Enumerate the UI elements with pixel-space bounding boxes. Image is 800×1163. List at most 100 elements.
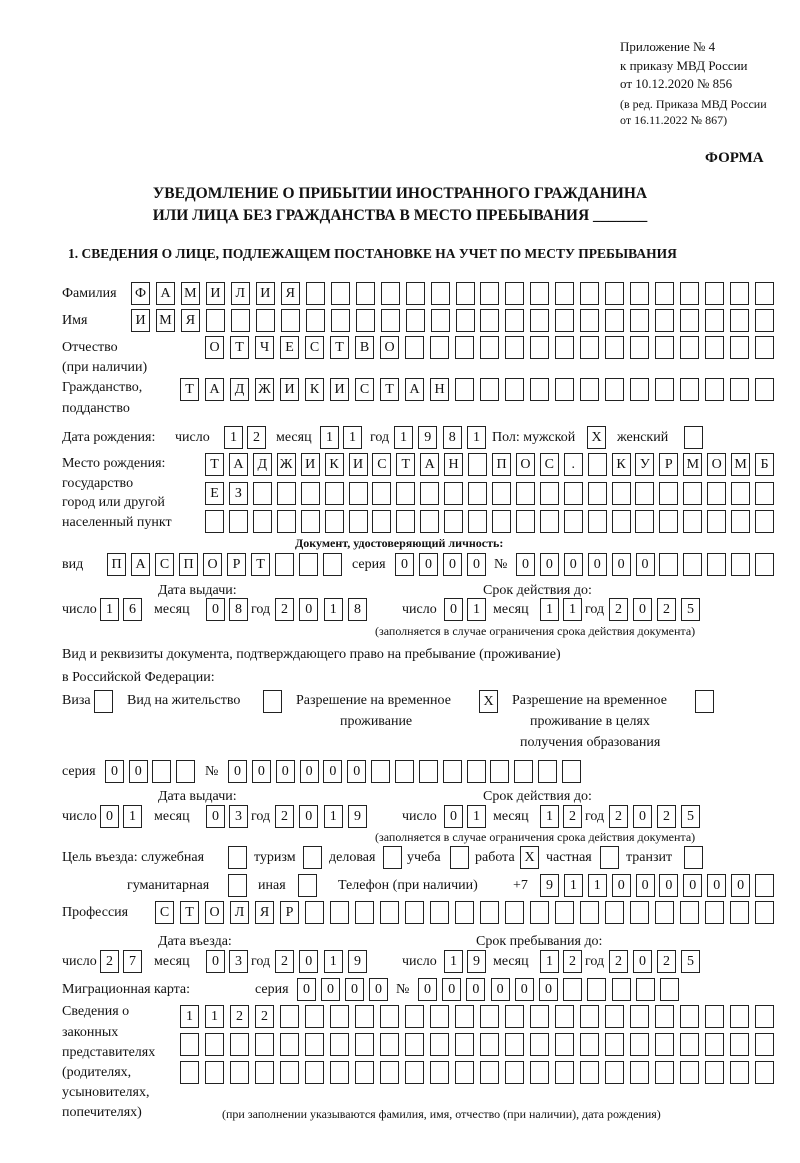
char-cell[interactable]	[630, 901, 649, 924]
char-cell[interactable]	[555, 282, 575, 305]
char-cell[interactable]	[492, 510, 511, 533]
char-cell[interactable]: В	[355, 336, 374, 359]
char-cell[interactable]	[430, 901, 449, 924]
char-cell[interactable]	[505, 378, 524, 401]
char-cell[interactable]	[348, 482, 368, 505]
char-cell[interactable]	[730, 1005, 749, 1028]
char-cell[interactable]: А	[405, 378, 424, 401]
char-cell[interactable]: З	[228, 482, 248, 505]
char-cell[interactable]	[330, 1061, 349, 1084]
char-cell[interactable]: А	[228, 453, 248, 476]
char-cell[interactable]	[480, 1033, 499, 1056]
char-cell[interactable]	[530, 1061, 549, 1084]
char-cell[interactable]	[655, 901, 674, 924]
char-cell[interactable]: Т	[205, 453, 224, 476]
char-cell[interactable]: 0	[321, 978, 340, 1001]
char-cell[interactable]: И	[280, 378, 299, 401]
char-cell[interactable]	[655, 378, 674, 401]
char-cell[interactable]	[480, 1061, 499, 1084]
char-cell[interactable]	[444, 482, 464, 505]
char-cell[interactable]	[563, 482, 583, 505]
char-cell[interactable]: 0	[635, 874, 655, 897]
char-cell[interactable]: С	[305, 336, 324, 359]
char-cell[interactable]	[655, 282, 675, 305]
char-cell[interactable]	[176, 760, 195, 783]
char-cell[interactable]	[680, 282, 700, 305]
char-cell[interactable]: 2	[100, 950, 119, 973]
char-cell[interactable]	[455, 1005, 474, 1028]
char-cell[interactable]: 0	[683, 874, 703, 897]
char-cell[interactable]	[330, 1005, 349, 1028]
char-cell[interactable]	[580, 309, 600, 332]
char-cell[interactable]: 8	[348, 598, 367, 621]
char-cell[interactable]	[605, 1005, 624, 1028]
char-cell[interactable]: 0	[369, 978, 388, 1001]
char-cell[interactable]	[372, 482, 392, 505]
char-cell[interactable]	[611, 482, 631, 505]
char-cell[interactable]	[505, 282, 525, 305]
char-cell[interactable]: 2	[657, 805, 676, 828]
char-cell[interactable]: А	[131, 553, 150, 576]
char-cell[interactable]	[605, 1061, 624, 1084]
char-cell[interactable]	[705, 309, 725, 332]
char-cell[interactable]: 0	[633, 950, 652, 973]
char-cell[interactable]	[755, 1061, 774, 1084]
char-cell[interactable]: 3	[229, 950, 248, 973]
char-cell[interactable]	[705, 1005, 724, 1028]
char-cell[interactable]	[444, 510, 464, 533]
char-cell[interactable]	[505, 309, 525, 332]
char-cell[interactable]: 5	[681, 805, 700, 828]
char-cell[interactable]	[396, 510, 416, 533]
char-cell[interactable]	[630, 378, 649, 401]
char-cell[interactable]	[655, 336, 674, 359]
char-cell[interactable]: 0	[466, 978, 486, 1001]
char-cell[interactable]: Н	[444, 453, 464, 476]
char-cell[interactable]	[324, 482, 344, 505]
char-cell[interactable]: 0	[100, 805, 119, 828]
char-cell[interactable]	[455, 901, 474, 924]
checkbox-cell[interactable]	[600, 846, 619, 869]
char-cell[interactable]	[252, 482, 272, 505]
char-cell[interactable]	[683, 510, 703, 533]
char-cell[interactable]: 1	[444, 950, 463, 973]
char-cell[interactable]	[530, 336, 549, 359]
char-cell[interactable]: Я	[280, 282, 300, 305]
char-cell[interactable]	[405, 1005, 424, 1028]
char-cell[interactable]	[680, 309, 700, 332]
char-cell[interactable]	[300, 510, 320, 533]
char-cell[interactable]: М	[683, 453, 703, 476]
char-cell[interactable]: 1	[123, 805, 142, 828]
char-cell[interactable]	[355, 1005, 374, 1028]
char-cell[interactable]	[605, 309, 625, 332]
char-cell[interactable]	[660, 978, 679, 1001]
char-cell[interactable]: 9	[540, 874, 559, 897]
char-cell[interactable]: 9	[348, 950, 367, 973]
char-cell[interactable]	[755, 901, 774, 924]
char-cell[interactable]	[430, 1005, 449, 1028]
char-cell[interactable]: 3	[229, 805, 248, 828]
char-cell[interactable]	[255, 309, 275, 332]
char-cell[interactable]: 1	[323, 950, 343, 973]
char-cell[interactable]	[455, 1033, 474, 1056]
char-cell[interactable]	[630, 1005, 649, 1028]
char-cell[interactable]	[280, 1005, 299, 1028]
char-cell[interactable]	[530, 282, 550, 305]
char-cell[interactable]: 0	[299, 805, 319, 828]
char-cell[interactable]: 1	[205, 1005, 224, 1028]
char-cell[interactable]: Р	[659, 453, 679, 476]
char-cell[interactable]	[380, 901, 399, 924]
char-cell[interactable]: 0	[299, 950, 319, 973]
checkbox-cell[interactable]	[303, 846, 322, 869]
char-cell[interactable]: 0	[707, 874, 727, 897]
char-cell[interactable]: Р	[227, 553, 246, 576]
char-cell[interactable]	[405, 336, 424, 359]
char-cell[interactable]	[563, 510, 583, 533]
char-cell[interactable]: 2	[563, 805, 582, 828]
char-cell[interactable]: П	[492, 453, 511, 476]
char-cell[interactable]: 0	[275, 760, 295, 783]
char-cell[interactable]	[355, 1033, 374, 1056]
char-cell[interactable]	[539, 510, 559, 533]
char-cell[interactable]: М	[156, 309, 175, 332]
char-cell[interactable]	[480, 282, 500, 305]
char-cell[interactable]	[755, 553, 774, 576]
